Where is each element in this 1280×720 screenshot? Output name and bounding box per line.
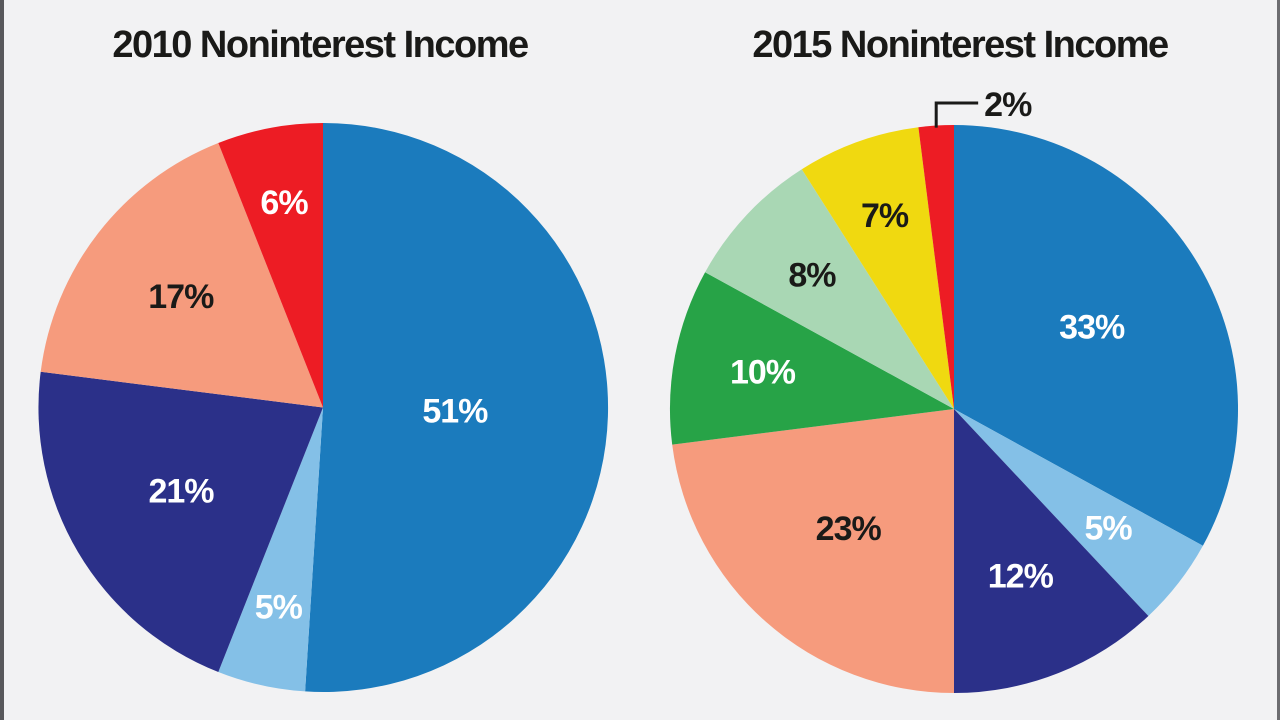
pie-slice-2pct	[918, 124, 954, 409]
slice-label-17pct: 17%	[148, 278, 214, 316]
slice-label-8pct: 8%	[788, 257, 836, 295]
pie-slice-5pct	[954, 409, 1203, 616]
slice-label-12pct: 12%	[988, 557, 1054, 595]
pie-slice-17pct	[40, 143, 323, 408]
slice-label-21pct: 21%	[148, 473, 214, 511]
slice-label-23pct: 23%	[816, 510, 882, 548]
pie-slice-33pct	[954, 125, 1239, 546]
pie-slice-21pct	[38, 371, 323, 672]
pie-slice-51pct	[305, 122, 609, 692]
slice-label-10pct: 10%	[730, 354, 796, 392]
pie-slice-8pct	[705, 169, 954, 409]
slice-label-5pct: 5%	[255, 589, 303, 627]
slice-label-2pct: 2%	[984, 86, 1032, 124]
pie-slice-23pct	[672, 409, 954, 694]
left-border	[0, 0, 4, 720]
slice-label-51pct: 51%	[422, 393, 488, 431]
pie-panel-2015: 2015 Noninterest Income 33% 5% 12% 23% 10% 8%…	[640, 0, 1280, 720]
chart-title-2010: 2010 Noninterest Income	[112, 24, 529, 66]
pie-slice-10pct	[669, 272, 954, 445]
pie-panel-2010: 2010 Noninterest Income 51% 5% 21% 17% 6%	[38, 24, 609, 692]
slice-label-5pct: 5%	[1085, 510, 1133, 548]
pie-slice-5pct	[218, 407, 323, 692]
right-border	[1277, 0, 1280, 720]
slice-label-6pct: 6%	[260, 184, 308, 222]
slice-label-33pct: 33%	[1059, 309, 1125, 347]
pie-chart-2015: 33% 5% 12% 23% 10% 8% 7% 2%	[669, 86, 1239, 694]
pie-slice-7pct	[801, 127, 954, 409]
callout-line-2pct	[934, 101, 979, 128]
chart-title-2015: 2015 Noninterest Income	[752, 24, 1169, 66]
pie-slice-6pct	[218, 123, 323, 408]
pie-chart-2010: 51% 5% 21% 17% 6%	[38, 122, 609, 692]
slice-label-7pct: 7%	[861, 197, 909, 235]
pie-slice-12pct	[954, 409, 1149, 693]
